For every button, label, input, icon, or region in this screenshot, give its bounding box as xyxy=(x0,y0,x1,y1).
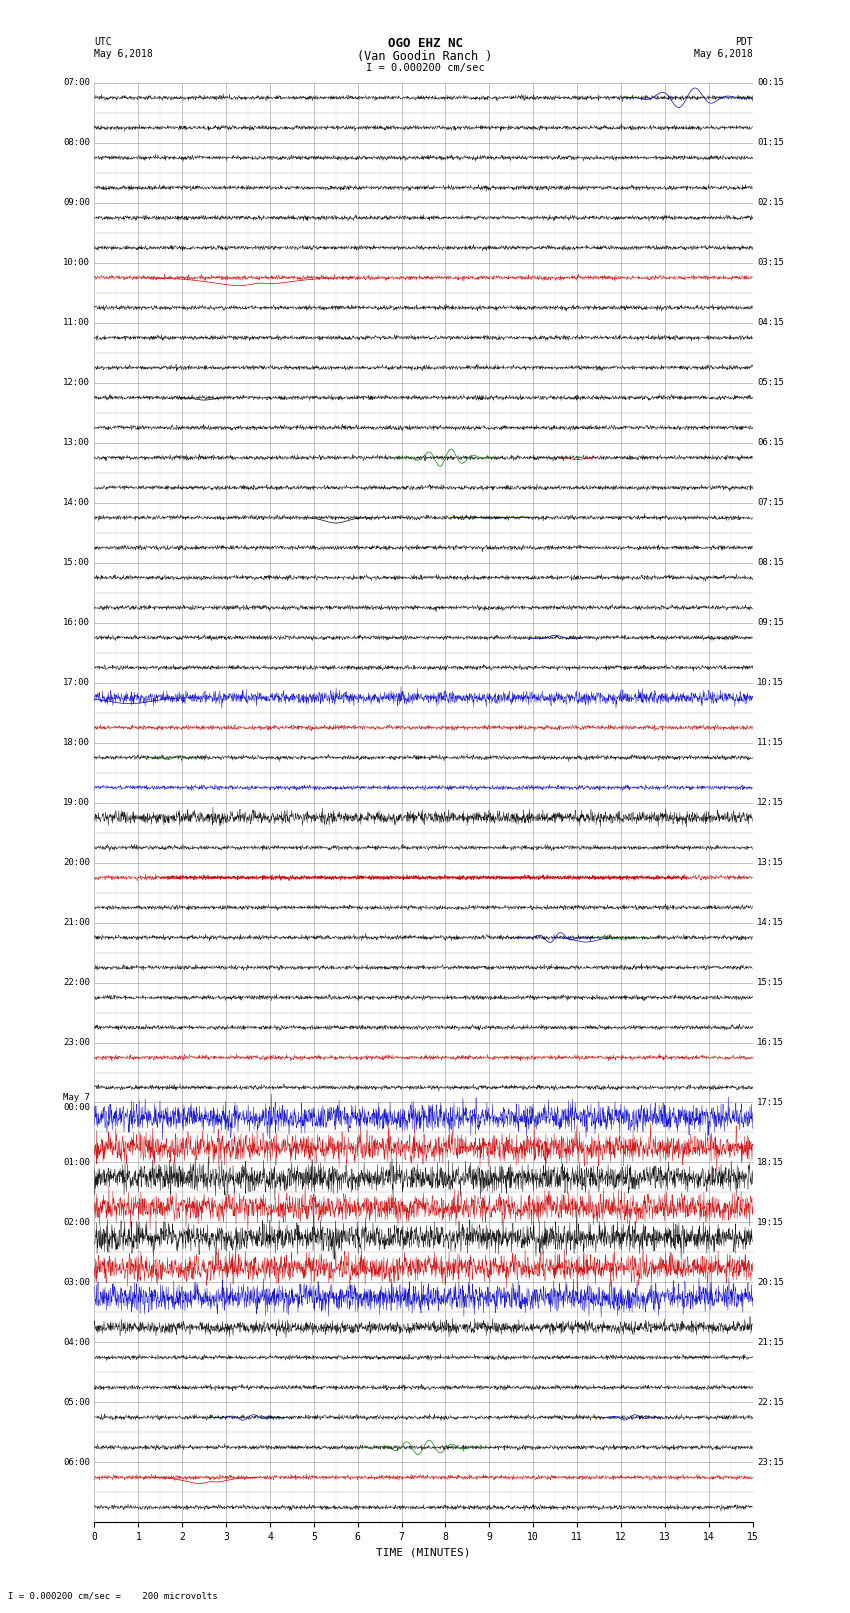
Text: 12:00: 12:00 xyxy=(63,377,90,387)
Text: 05:15: 05:15 xyxy=(756,377,784,387)
Text: 13:00: 13:00 xyxy=(63,439,90,447)
Text: 10:15: 10:15 xyxy=(756,677,784,687)
Text: (Van Goodin Ranch ): (Van Goodin Ranch ) xyxy=(357,50,493,63)
Text: 14:00: 14:00 xyxy=(63,498,90,506)
Text: 21:00: 21:00 xyxy=(63,918,90,927)
Text: 19:00: 19:00 xyxy=(63,798,90,806)
Text: 23:00: 23:00 xyxy=(63,1039,90,1047)
Text: 11:00: 11:00 xyxy=(63,318,90,327)
Text: 18:15: 18:15 xyxy=(756,1158,784,1166)
Text: 06:15: 06:15 xyxy=(756,439,784,447)
Text: 04:15: 04:15 xyxy=(756,318,784,327)
Text: 10:00: 10:00 xyxy=(63,258,90,268)
Text: 18:00: 18:00 xyxy=(63,739,90,747)
Text: 20:00: 20:00 xyxy=(63,858,90,868)
Text: UTC
May 6,2018: UTC May 6,2018 xyxy=(94,37,153,58)
Text: 16:15: 16:15 xyxy=(756,1039,784,1047)
Text: 16:00: 16:00 xyxy=(63,618,90,627)
Text: 19:15: 19:15 xyxy=(756,1218,784,1227)
Text: 05:00: 05:00 xyxy=(63,1398,90,1407)
Text: 22:15: 22:15 xyxy=(756,1398,784,1407)
Text: 13:15: 13:15 xyxy=(756,858,784,868)
Text: 07:00: 07:00 xyxy=(63,79,90,87)
Text: May 7
00:00: May 7 00:00 xyxy=(63,1092,90,1113)
Text: 06:00: 06:00 xyxy=(63,1458,90,1466)
Text: 08:15: 08:15 xyxy=(756,558,784,568)
Text: 00:15: 00:15 xyxy=(756,79,784,87)
Text: 15:15: 15:15 xyxy=(756,977,784,987)
Text: 22:00: 22:00 xyxy=(63,977,90,987)
Text: 04:00: 04:00 xyxy=(63,1337,90,1347)
Text: I = 0.000200 cm/sec =    200 microvolts: I = 0.000200 cm/sec = 200 microvolts xyxy=(8,1590,218,1600)
X-axis label: TIME (MINUTES): TIME (MINUTES) xyxy=(377,1548,471,1558)
Text: 01:00: 01:00 xyxy=(63,1158,90,1166)
Text: 23:15: 23:15 xyxy=(756,1458,784,1466)
Text: 11:15: 11:15 xyxy=(756,739,784,747)
Text: 07:15: 07:15 xyxy=(756,498,784,506)
Text: 21:15: 21:15 xyxy=(756,1337,784,1347)
Text: 01:15: 01:15 xyxy=(756,139,784,147)
Text: 17:00: 17:00 xyxy=(63,677,90,687)
Text: 02:15: 02:15 xyxy=(756,198,784,206)
Text: 12:15: 12:15 xyxy=(756,798,784,806)
Text: 20:15: 20:15 xyxy=(756,1277,784,1287)
Text: 17:15: 17:15 xyxy=(756,1098,784,1107)
Text: 08:00: 08:00 xyxy=(63,139,90,147)
Text: 14:15: 14:15 xyxy=(756,918,784,927)
Text: PDT
May 6,2018: PDT May 6,2018 xyxy=(694,37,752,58)
Text: I = 0.000200 cm/sec: I = 0.000200 cm/sec xyxy=(366,63,484,73)
Text: 09:15: 09:15 xyxy=(756,618,784,627)
Text: 09:00: 09:00 xyxy=(63,198,90,206)
Text: 02:00: 02:00 xyxy=(63,1218,90,1227)
Text: OGO EHZ NC: OGO EHZ NC xyxy=(388,37,462,50)
Text: 03:15: 03:15 xyxy=(756,258,784,268)
Text: 15:00: 15:00 xyxy=(63,558,90,568)
Text: 03:00: 03:00 xyxy=(63,1277,90,1287)
